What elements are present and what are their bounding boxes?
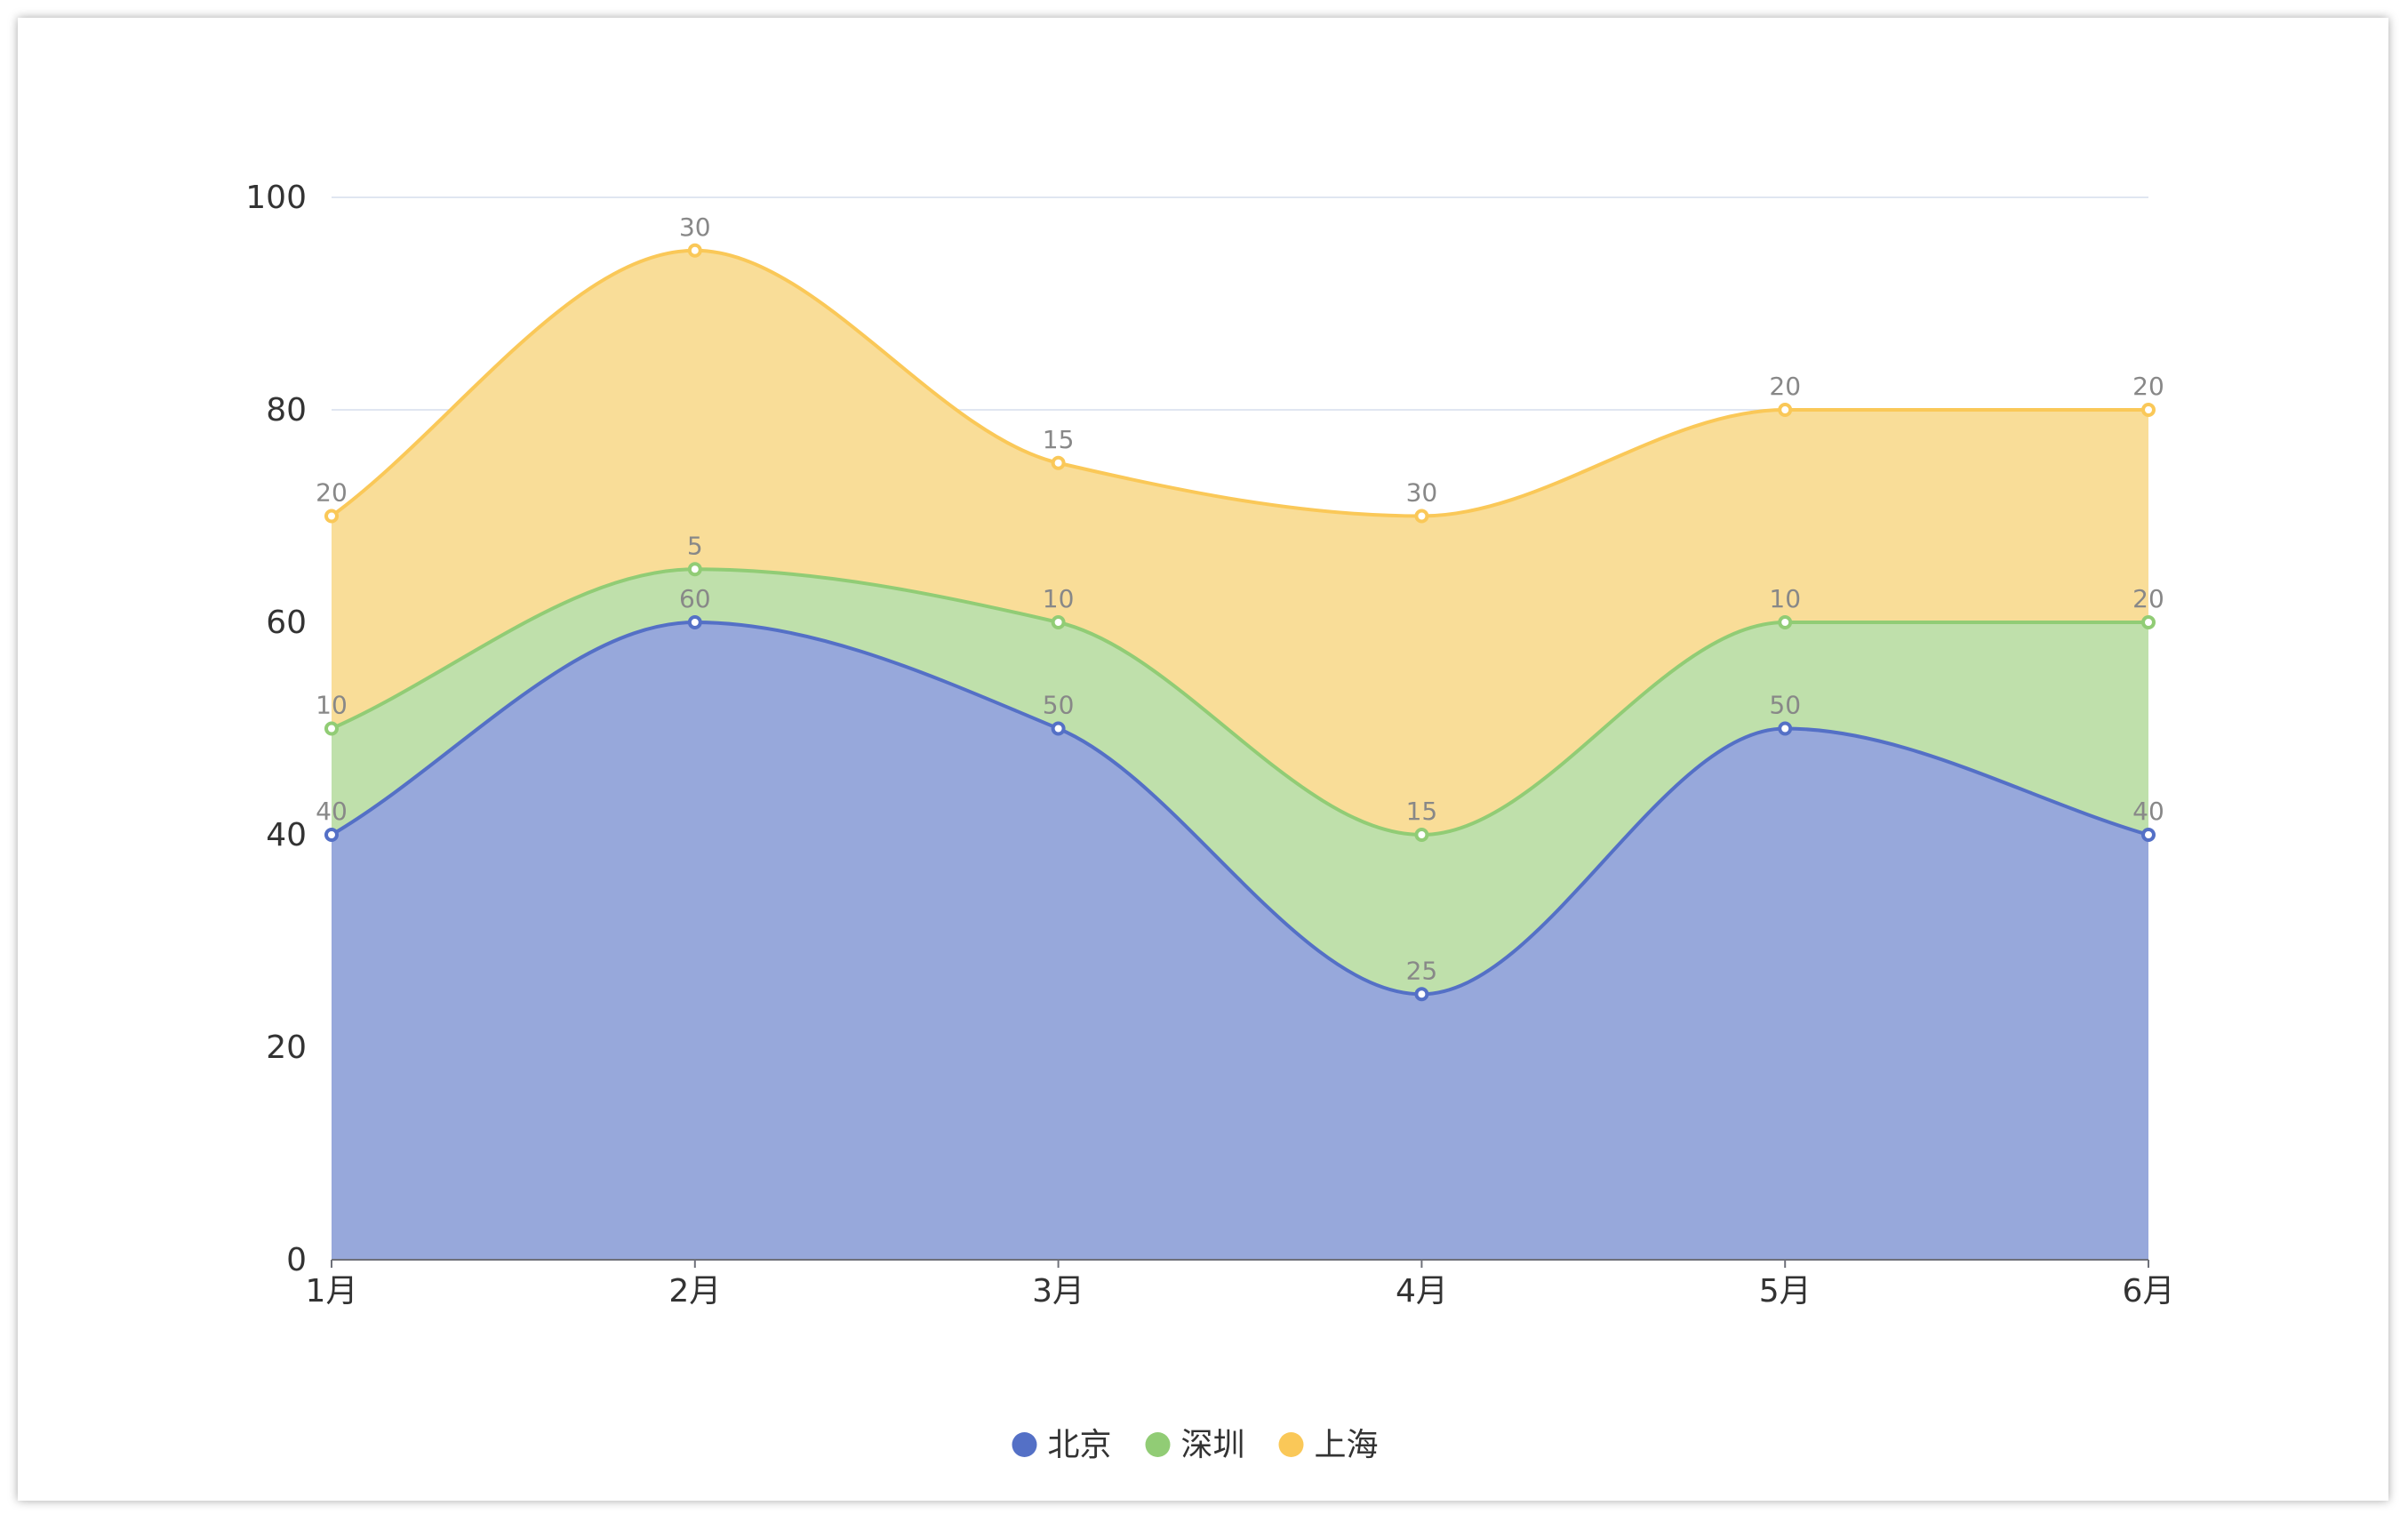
x-tick-label: 5月 [1759, 1273, 1812, 1310]
data-point[interactable] [324, 509, 339, 524]
data-label: 15 [1406, 797, 1438, 826]
y-tick-label: 60 [266, 605, 307, 641]
data-label: 20 [2132, 372, 2164, 401]
legend-item[interactable]: 深圳 [1145, 1427, 1245, 1463]
series-line-2 [330, 248, 2148, 518]
data-point[interactable] [1051, 721, 1066, 736]
chart-card: 0 20 40 60 80 100 1月 2月 3月 4月 5月 6月 40 60 50 25 50 40 10 5… [18, 18, 2388, 1501]
data-point[interactable] [1778, 721, 1793, 736]
x-tick-label: 4月 [1396, 1273, 1448, 1310]
area-fill-series-2 [332, 250, 2148, 835]
x-tick-label: 6月 [2123, 1273, 2175, 1310]
data-label: 10 [1769, 584, 1801, 613]
data-labels: 40 60 50 25 50 40 10 5 10 15 10 20 20 30 15 30 20 20 [316, 212, 2164, 986]
data-label: 50 [1769, 691, 1801, 720]
data-label: 5 [687, 531, 703, 560]
legend-label: 北京 [1048, 1427, 1112, 1463]
data-label: 40 [316, 797, 348, 826]
data-label: 10 [1043, 584, 1075, 613]
x-tick-label: 3月 [1032, 1273, 1084, 1310]
legend[interactable]: 北京 深圳 上海 [1012, 1427, 1379, 1463]
data-label: 30 [1406, 478, 1438, 508]
data-point[interactable] [1414, 987, 1429, 1002]
data-label: 10 [316, 691, 348, 720]
legend-label: 上海 [1315, 1427, 1379, 1463]
legend-marker-icon [1145, 1432, 1171, 1457]
data-point[interactable] [1778, 615, 1793, 629]
data-point[interactable] [1051, 455, 1066, 470]
data-label: 60 [679, 584, 711, 613]
data-label: 20 [1769, 372, 1801, 401]
legend-marker-icon [1278, 1432, 1304, 1457]
data-point[interactable] [324, 721, 339, 736]
legend-label: 深圳 [1181, 1427, 1245, 1463]
area-fills [332, 250, 2148, 1260]
y-tick-label: 100 [245, 180, 307, 216]
data-point[interactable] [1414, 509, 1429, 524]
data-point[interactable] [687, 615, 702, 629]
data-label: 20 [2132, 584, 2164, 613]
legend-marker-icon [1012, 1432, 1037, 1457]
x-tick-label: 2月 [668, 1273, 721, 1310]
data-label: 25 [1406, 956, 1438, 985]
y-tick-label: 20 [266, 1029, 307, 1066]
area-fill-series-0 [332, 622, 2148, 1260]
data-point[interactable] [1778, 403, 1793, 417]
axes: 0 20 40 60 80 100 1月 2月 3月 4月 5月 6月 [245, 180, 2174, 1310]
data-point[interactable] [2141, 828, 2156, 842]
data-point[interactable] [2141, 615, 2156, 629]
series-lines [330, 248, 2149, 997]
data-point[interactable] [687, 243, 702, 258]
area-fill-series-1 [332, 569, 2148, 995]
stacked-area-chart: 0 20 40 60 80 100 1月 2月 3月 4月 5月 6月 40 60 50 25 50 40 10 5… [245, 180, 2174, 1463]
data-point[interactable] [324, 828, 339, 842]
data-point[interactable] [1051, 615, 1066, 629]
data-label: 15 [1043, 425, 1075, 454]
x-tick-label: 1月 [306, 1273, 358, 1310]
data-label: 50 [1043, 691, 1075, 720]
data-label: 20 [316, 478, 348, 508]
y-tick-label: 40 [266, 817, 307, 853]
y-tick-label: 0 [286, 1242, 307, 1278]
series-line-0 [330, 620, 2149, 997]
series-line-1 [331, 567, 2148, 837]
legend-item[interactable]: 北京 [1012, 1427, 1112, 1463]
legend-item[interactable]: 上海 [1278, 1427, 1379, 1463]
data-point[interactable] [2141, 403, 2156, 417]
data-label: 30 [679, 212, 711, 242]
data-label: 40 [2132, 797, 2164, 826]
data-point[interactable] [687, 562, 702, 577]
data-points [324, 243, 2156, 1002]
y-tick-label: 80 [266, 392, 307, 429]
data-point[interactable] [1414, 828, 1429, 842]
